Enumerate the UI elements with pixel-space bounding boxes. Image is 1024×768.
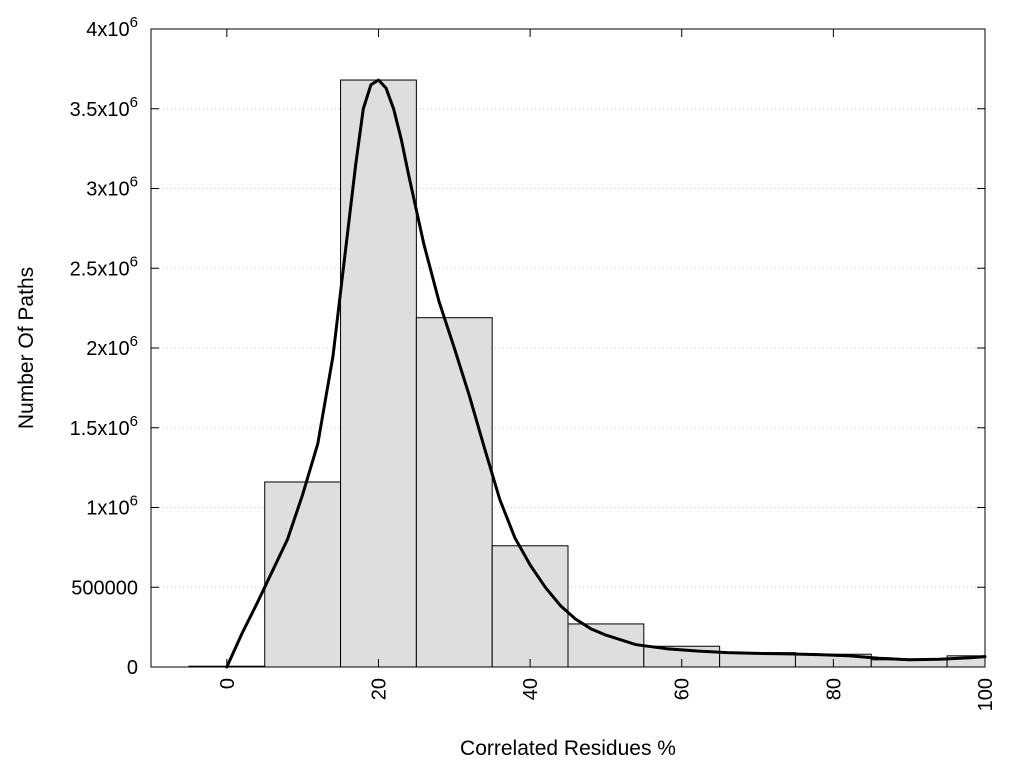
y-tick-label-base-7: 3.5x10 [70,99,130,121]
y-axis-label: Number Of Paths [15,267,38,429]
x-tick-labels: 0 20 40 60 80 100 [217,678,997,711]
y-tick-label-base-6: 3x10 [86,179,129,201]
y-tick-label-exp-3: 6 [130,413,138,430]
y-tick-label-8: 4x106 [86,14,138,41]
histogram-bars [188,79,986,668]
tick-marks [151,28,986,668]
y-tick-label-base-0: 0 [127,657,138,679]
y-tick-label-base-5: 2.5x10 [70,258,130,280]
y-tick-label-base-2: 1x10 [86,498,129,520]
y-tick-label-base-3: 1.5x10 [70,418,130,440]
y-tick-label-0: 0 [127,657,138,679]
x-tick-label-1: 20 [368,678,390,700]
y-tick-label-4: 2x106 [86,333,138,360]
x-tick-label-4: 80 [823,678,845,700]
x-tick-label-3: 60 [672,678,694,700]
x-tick-label-2: 40 [520,678,542,700]
x-tick-label-0: 0 [217,678,239,689]
bar-3 [415,317,493,668]
y-tick-label-3: 1.5x106 [70,413,138,440]
x-axis-label: Correlated Residues % [460,737,676,760]
bar-5 [567,623,645,668]
y-tick-label-base-8: 4x10 [86,19,129,41]
y-tick-label-5: 2.5x106 [70,253,138,280]
bar-2 [340,79,417,668]
y-tick-label-base-4: 2x10 [86,338,129,360]
smoothed-curve [225,78,987,669]
y-tick-label-exp-4: 6 [130,333,138,350]
y-tick-label-2: 1x106 [86,493,138,520]
y-tick-label-exp-6: 6 [130,174,138,191]
y-tick-label-exp-7: 6 [130,94,138,111]
y-tick-label-1: 500000 [71,577,138,599]
y-tick-label-exp-2: 6 [130,493,138,510]
y-tick-labels: 05000001x1061.5x1062x1062.5x1063x1063.5x… [70,14,138,679]
y-tick-label-exp-5: 6 [130,253,138,270]
bar-1 [264,481,342,668]
y-tick-label-6: 3x106 [86,174,138,201]
y-tick-label-exp-8: 6 [130,14,138,31]
x-tick-label-5: 100 [975,678,997,711]
y-tick-label-7: 3.5x106 [70,94,138,121]
y-tick-label-base-1: 500000 [71,577,138,599]
